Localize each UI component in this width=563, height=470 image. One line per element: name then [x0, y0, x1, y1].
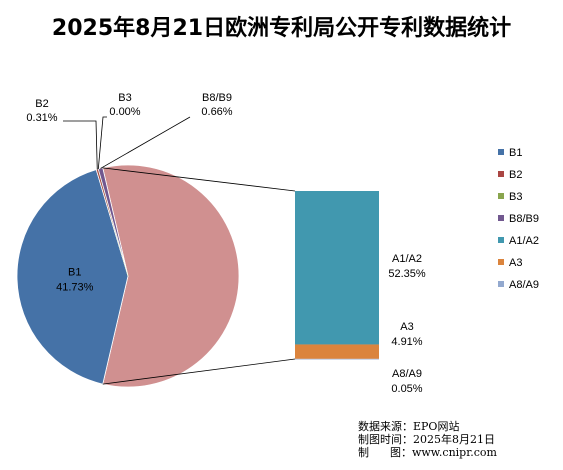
data-label-b8-b9-value: 0.66%	[201, 106, 232, 118]
data-label-b3-value: 0.00%	[109, 106, 140, 118]
legend-swatch-b2	[498, 171, 504, 177]
legend-swatch-a8-a9	[498, 281, 504, 287]
data-label-b3-name: B3	[118, 92, 131, 104]
data-label-b8-b9-name: B8/B9	[202, 92, 232, 104]
legend-label-a3: A3	[509, 257, 522, 269]
leader-line-b8-b9	[101, 117, 190, 168]
data-label-a3-value: 4.91%	[391, 336, 422, 348]
legend-label-b1: B1	[509, 147, 522, 159]
legend-label-b3: B3	[509, 191, 522, 203]
data-label-a3-name: A3	[400, 321, 413, 333]
bar-segment-a3	[295, 344, 379, 358]
legend-swatch-b1	[498, 149, 504, 155]
legend-swatch-a3	[498, 259, 504, 265]
data-label-b2-name: B2	[35, 98, 48, 110]
legend-swatch-b3	[498, 193, 504, 199]
bar-segment-a1-a2	[295, 191, 379, 344]
data-label-a8-a9-name: A8/A9	[392, 368, 422, 380]
data-label-a8-a9-value: 0.05%	[391, 383, 422, 395]
source-line-author: 制 图：www.cnipr.com	[358, 446, 497, 459]
legend-label-b2: B2	[509, 169, 522, 181]
data-label-a1-a2-value: 52.35%	[388, 268, 426, 280]
legend-swatch-b8-b9	[498, 215, 504, 221]
data-label-b1-name: B1	[68, 267, 81, 279]
source-line-chart-time: 制图时间：2025年8月21日	[358, 433, 497, 446]
data-label-a1-a2-name: A1/A2	[392, 253, 422, 265]
bar-segment-a8-a9	[295, 359, 379, 360]
legend-swatch-a1-a2	[498, 237, 504, 243]
legend-label-a1-a2: A1/A2	[509, 235, 539, 247]
leader-line-b3	[98, 117, 107, 169]
data-label-b1-value: 41.73%	[56, 282, 94, 294]
source-line-data-source: 数据来源：EPO网站	[358, 420, 497, 433]
data-label-b2-value: 0.31%	[26, 112, 57, 124]
legend-label-b8-b9: B8/B9	[509, 213, 539, 225]
legend-label-a8-a9: A8/A9	[509, 279, 539, 291]
leader-line-b2	[63, 121, 97, 169]
source-note: 数据来源：EPO网站 制图时间：2025年8月21日 制 图：www.cnipr…	[358, 420, 497, 459]
